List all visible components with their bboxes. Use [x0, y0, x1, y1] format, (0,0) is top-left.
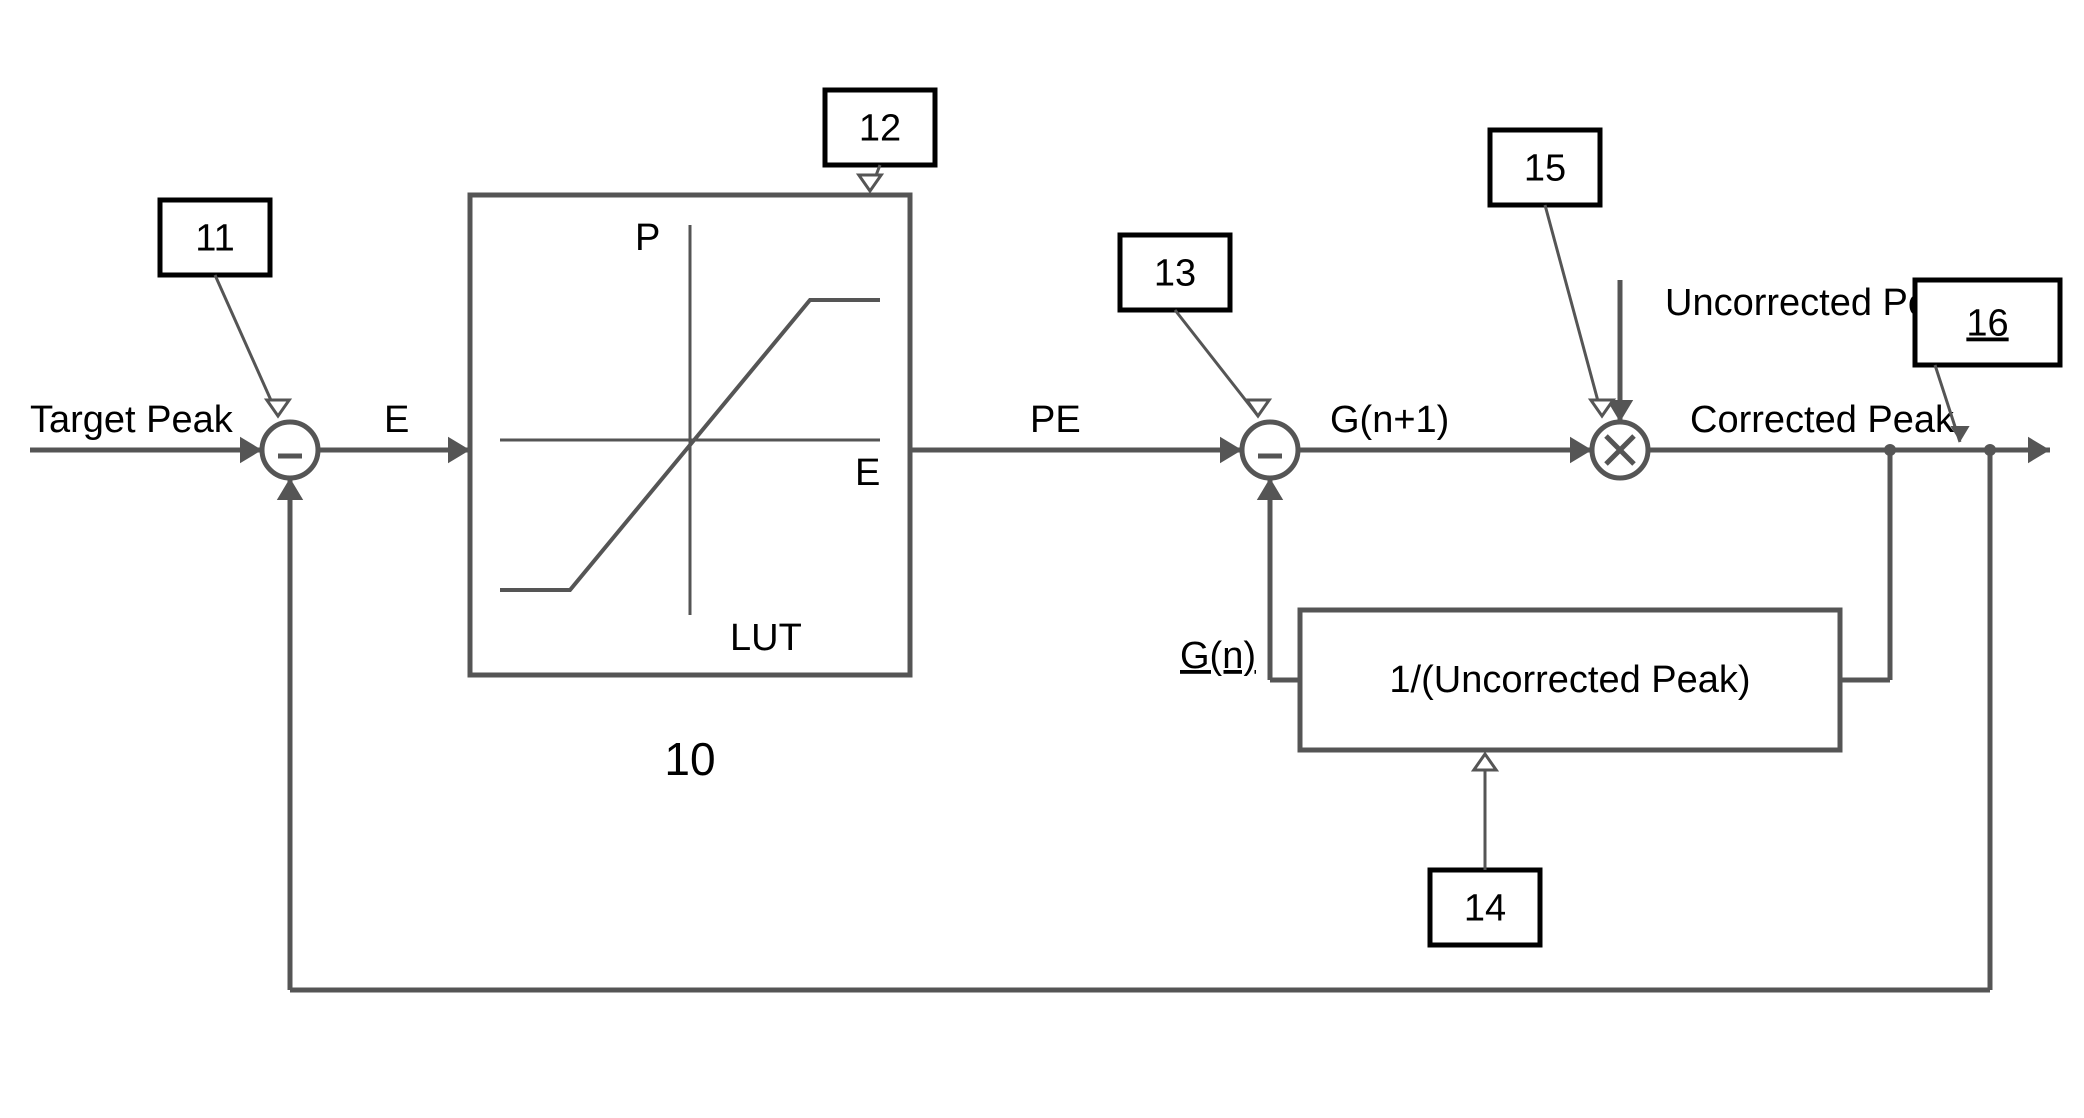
- lut-label: LUT: [730, 617, 802, 659]
- arrowhead: [1570, 437, 1592, 463]
- target-peak-label: Target Peak: [30, 399, 234, 441]
- label-Gn1: G(n+1): [1330, 399, 1449, 441]
- callout-11-label: 11: [195, 218, 234, 260]
- arrowhead: [277, 478, 303, 500]
- lut-label-P: P: [635, 217, 660, 259]
- callout-13-label: 13: [1154, 253, 1196, 295]
- callout-11-line: [215, 275, 278, 416]
- label-E: E: [384, 399, 409, 441]
- arrowhead: [1220, 437, 1242, 463]
- arrowhead: [2028, 437, 2050, 463]
- callout-14-label: 14: [1464, 888, 1506, 930]
- open-arrowhead: [859, 175, 881, 191]
- arrowhead: [448, 437, 470, 463]
- lut-label-E: E: [855, 452, 880, 494]
- callout-16-label: 16: [1966, 303, 2008, 345]
- arrowhead: [1257, 478, 1283, 500]
- node-dot-2: [1984, 444, 1996, 456]
- label-PE: PE: [1030, 399, 1081, 441]
- callout-12-label: 12: [859, 108, 901, 150]
- main-ref-10: 10: [664, 733, 715, 785]
- summing-junction-1: [262, 422, 318, 478]
- open-arrowhead: [1474, 754, 1496, 770]
- open-arrowhead: [267, 400, 289, 416]
- open-arrowhead: [1591, 400, 1613, 416]
- corrected-peak-label: Corrected Peak: [1690, 399, 1955, 441]
- summing-junction-2: [1242, 422, 1298, 478]
- callout-15-line: [1545, 205, 1602, 416]
- inverse-block-label: 1/(Uncorrected Peak): [1389, 659, 1750, 701]
- callout-15-label: 15: [1524, 148, 1566, 190]
- label-Gn: G(n): [1180, 635, 1256, 677]
- node-dot: [1884, 444, 1896, 456]
- arrowhead: [240, 437, 262, 463]
